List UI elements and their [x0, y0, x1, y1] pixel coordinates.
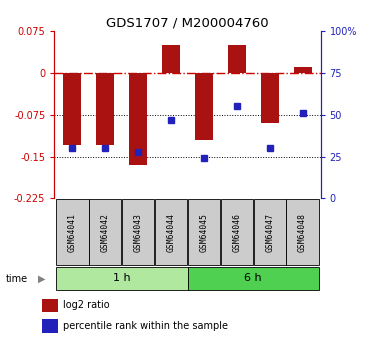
Title: GDS1707 / M200004760: GDS1707 / M200004760	[106, 17, 269, 30]
Text: GSM64043: GSM64043	[134, 213, 143, 252]
Bar	[42, 298, 58, 313]
FancyBboxPatch shape	[56, 267, 188, 290]
FancyBboxPatch shape	[286, 199, 319, 265]
Text: 6 h: 6 h	[244, 273, 262, 283]
Text: GSM64044: GSM64044	[166, 213, 176, 252]
Bar	[42, 319, 58, 333]
Text: GSM64048: GSM64048	[298, 213, 307, 252]
Text: ▶: ▶	[38, 274, 45, 284]
FancyBboxPatch shape	[56, 199, 88, 265]
FancyBboxPatch shape	[89, 199, 122, 265]
Bar	[294, 67, 312, 73]
Text: 1 h: 1 h	[113, 273, 130, 283]
Text: log2 ratio: log2 ratio	[63, 300, 110, 310]
Bar	[96, 73, 114, 145]
Text: GSM64042: GSM64042	[101, 213, 110, 252]
FancyBboxPatch shape	[122, 199, 154, 265]
Bar	[129, 73, 147, 165]
Text: percentile rank within the sample: percentile rank within the sample	[63, 322, 228, 332]
Bar	[63, 73, 81, 145]
Bar	[162, 45, 180, 73]
FancyBboxPatch shape	[188, 199, 220, 265]
Bar	[195, 73, 213, 140]
Text: GSM64041: GSM64041	[68, 213, 77, 252]
FancyBboxPatch shape	[188, 267, 319, 290]
Text: GSM64047: GSM64047	[265, 213, 274, 252]
Text: GSM64046: GSM64046	[232, 213, 241, 252]
Bar	[261, 73, 279, 123]
Bar	[228, 45, 246, 73]
FancyBboxPatch shape	[221, 199, 253, 265]
Text: GSM64045: GSM64045	[200, 213, 208, 252]
Text: time: time	[6, 274, 28, 284]
FancyBboxPatch shape	[155, 199, 187, 265]
FancyBboxPatch shape	[254, 199, 286, 265]
